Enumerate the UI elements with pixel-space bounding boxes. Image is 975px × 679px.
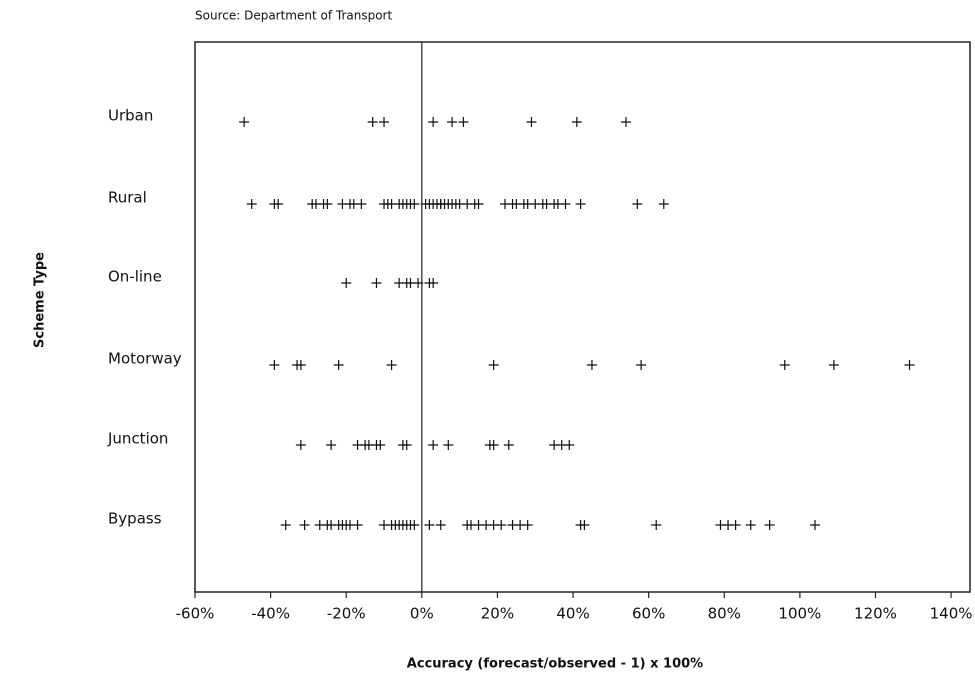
data-point [447, 117, 458, 127]
x-tick-label: -20% [327, 605, 366, 623]
data-point [379, 117, 390, 127]
data-point [473, 199, 484, 209]
data-point [299, 520, 310, 530]
x-tick-label: 120% [854, 605, 897, 623]
data-point [295, 360, 306, 370]
source-note: Source: Department of Transport [195, 9, 392, 23]
data-point [356, 199, 367, 209]
data-point [503, 440, 514, 450]
data-point [409, 520, 420, 530]
data-point [269, 360, 280, 370]
data-point [428, 117, 439, 127]
x-tick-label: 40% [556, 605, 589, 623]
data-point [522, 520, 533, 530]
data-point [386, 360, 397, 370]
x-tick-label: 80% [708, 605, 741, 623]
category-label: On-line [108, 268, 162, 286]
data-point [779, 360, 790, 370]
x-tick-label: 20% [481, 605, 514, 623]
data-point [745, 520, 756, 530]
data-point [443, 440, 454, 450]
data-point [586, 360, 597, 370]
data-point [579, 520, 590, 530]
data-point [636, 360, 647, 370]
data-point [409, 199, 420, 209]
data-point [367, 117, 378, 127]
data-point [295, 440, 306, 450]
data-point [428, 278, 439, 288]
data-point [620, 117, 631, 127]
data-point [435, 520, 446, 530]
x-axis-title: Accuracy (forecast/observed - 1) x 100% [407, 657, 703, 672]
category-label: Junction [107, 430, 168, 448]
data-point [322, 199, 333, 209]
x-tick-label: -40% [251, 605, 290, 623]
data-point [371, 278, 382, 288]
data-point [333, 360, 344, 370]
data-point [428, 440, 439, 450]
category-label: Rural [108, 189, 147, 207]
x-tick-label: 100% [778, 605, 821, 623]
data-point [560, 199, 571, 209]
data-point [246, 199, 257, 209]
data-point [280, 520, 291, 530]
x-tick-label: -60% [176, 605, 215, 623]
data-point [375, 440, 386, 450]
data-point [488, 360, 499, 370]
data-point [632, 199, 643, 209]
data-point [352, 520, 363, 530]
data-point [526, 117, 537, 127]
x-tick-label: 140% [930, 605, 973, 623]
data-point [810, 520, 820, 530]
data-point [488, 440, 499, 450]
category-label: Bypass [108, 510, 162, 528]
data-point [341, 278, 352, 288]
data-point [326, 440, 337, 450]
data-point [564, 440, 575, 450]
data-point [273, 199, 284, 209]
x-tick-label: 0% [410, 605, 434, 623]
data-point [828, 360, 839, 370]
data-point [401, 440, 412, 450]
y-axis-title: Scheme Type [33, 252, 48, 348]
category-label: Motorway [108, 350, 182, 368]
data-point [730, 520, 741, 530]
plot-frame [194, 41, 971, 593]
data-point [658, 199, 669, 209]
data-point [764, 520, 775, 530]
data-point [571, 117, 582, 127]
data-point [239, 117, 250, 127]
data-point [904, 360, 915, 370]
category-label: Urban [108, 107, 153, 125]
data-point [496, 520, 507, 530]
x-tick-label: 60% [632, 605, 665, 623]
data-point [424, 520, 435, 530]
data-point [651, 520, 662, 530]
data-point [575, 199, 586, 209]
data-point [458, 117, 469, 127]
data-point [413, 278, 424, 288]
